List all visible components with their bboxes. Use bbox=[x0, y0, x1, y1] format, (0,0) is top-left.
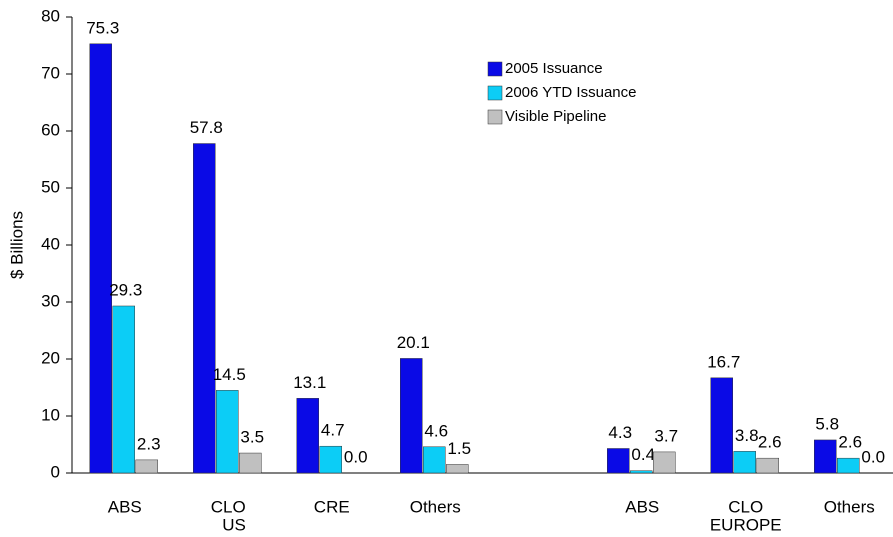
bar bbox=[446, 464, 469, 474]
bar bbox=[400, 358, 423, 474]
value-label: 0.0 bbox=[344, 447, 368, 466]
value-label: 14.5 bbox=[213, 365, 246, 384]
x-tick-label: Others bbox=[824, 497, 875, 516]
bar bbox=[733, 451, 756, 474]
bar bbox=[423, 446, 446, 474]
value-label: 0.4 bbox=[631, 445, 655, 464]
x-tick-label: CRE bbox=[314, 497, 350, 516]
y-axis-label: $ Billions bbox=[7, 211, 26, 279]
value-label: 57.8 bbox=[190, 118, 223, 137]
legend-label: Visible Pipeline bbox=[505, 108, 606, 125]
value-label: 1.5 bbox=[447, 439, 471, 458]
value-label: 75.3 bbox=[86, 18, 119, 37]
bar bbox=[89, 43, 112, 474]
value-label: 16.7 bbox=[707, 352, 740, 371]
x-tick-label: Others bbox=[410, 497, 461, 516]
bar bbox=[653, 451, 676, 474]
bar bbox=[239, 452, 262, 474]
y-tick-label: 40 bbox=[41, 234, 60, 253]
value-label: 4.7 bbox=[321, 421, 345, 440]
y-tick-label: 20 bbox=[41, 348, 60, 367]
value-label: 0.0 bbox=[861, 447, 885, 466]
legend-swatch bbox=[487, 61, 503, 77]
bar bbox=[756, 457, 779, 474]
bar bbox=[710, 377, 733, 474]
value-label: 4.3 bbox=[608, 423, 632, 442]
y-tick-label: 50 bbox=[41, 177, 60, 196]
value-label: 3.7 bbox=[654, 426, 678, 445]
value-label: 13.1 bbox=[293, 373, 326, 392]
value-label: 3.8 bbox=[735, 426, 759, 445]
x-tick-label: CLO bbox=[728, 497, 763, 516]
x-tick-label: ABS bbox=[625, 497, 659, 516]
value-label: 5.8 bbox=[815, 414, 839, 433]
value-label: 4.6 bbox=[424, 421, 448, 440]
group-label: US bbox=[222, 515, 246, 534]
y-tick-label: 70 bbox=[41, 63, 60, 82]
legend-swatch bbox=[487, 109, 503, 125]
legend-label: 2006 YTD Issuance bbox=[505, 84, 636, 101]
bar bbox=[135, 459, 158, 474]
group-label: EUROPE bbox=[710, 515, 782, 534]
bar bbox=[837, 457, 860, 474]
y-tick-label: 80 bbox=[41, 6, 60, 25]
value-label: 20.1 bbox=[397, 333, 430, 352]
bar bbox=[193, 143, 216, 474]
value-label: 2.6 bbox=[838, 433, 862, 452]
bar bbox=[296, 398, 319, 474]
value-label: 2.6 bbox=[758, 433, 782, 452]
value-label: 3.5 bbox=[240, 428, 264, 447]
bar bbox=[814, 439, 837, 474]
y-tick-label: 0 bbox=[51, 462, 60, 481]
bar bbox=[112, 305, 135, 474]
y-tick-label: 10 bbox=[41, 405, 60, 424]
bar bbox=[630, 470, 653, 474]
value-label: 29.3 bbox=[109, 280, 142, 299]
value-label: 2.3 bbox=[137, 434, 161, 453]
y-tick-label: 60 bbox=[41, 120, 60, 139]
y-tick-label: 30 bbox=[41, 291, 60, 310]
legend: 2005 Issuance 2006 YTD Issuance Visible Pi… bbox=[487, 60, 636, 125]
bar bbox=[607, 448, 630, 474]
bar bbox=[216, 390, 239, 474]
legend-swatch bbox=[487, 85, 503, 101]
x-tick-label: CLO bbox=[211, 497, 246, 516]
legend-label: 2005 Issuance bbox=[505, 60, 603, 77]
x-tick-label: ABS bbox=[108, 497, 142, 516]
bar bbox=[319, 445, 342, 474]
